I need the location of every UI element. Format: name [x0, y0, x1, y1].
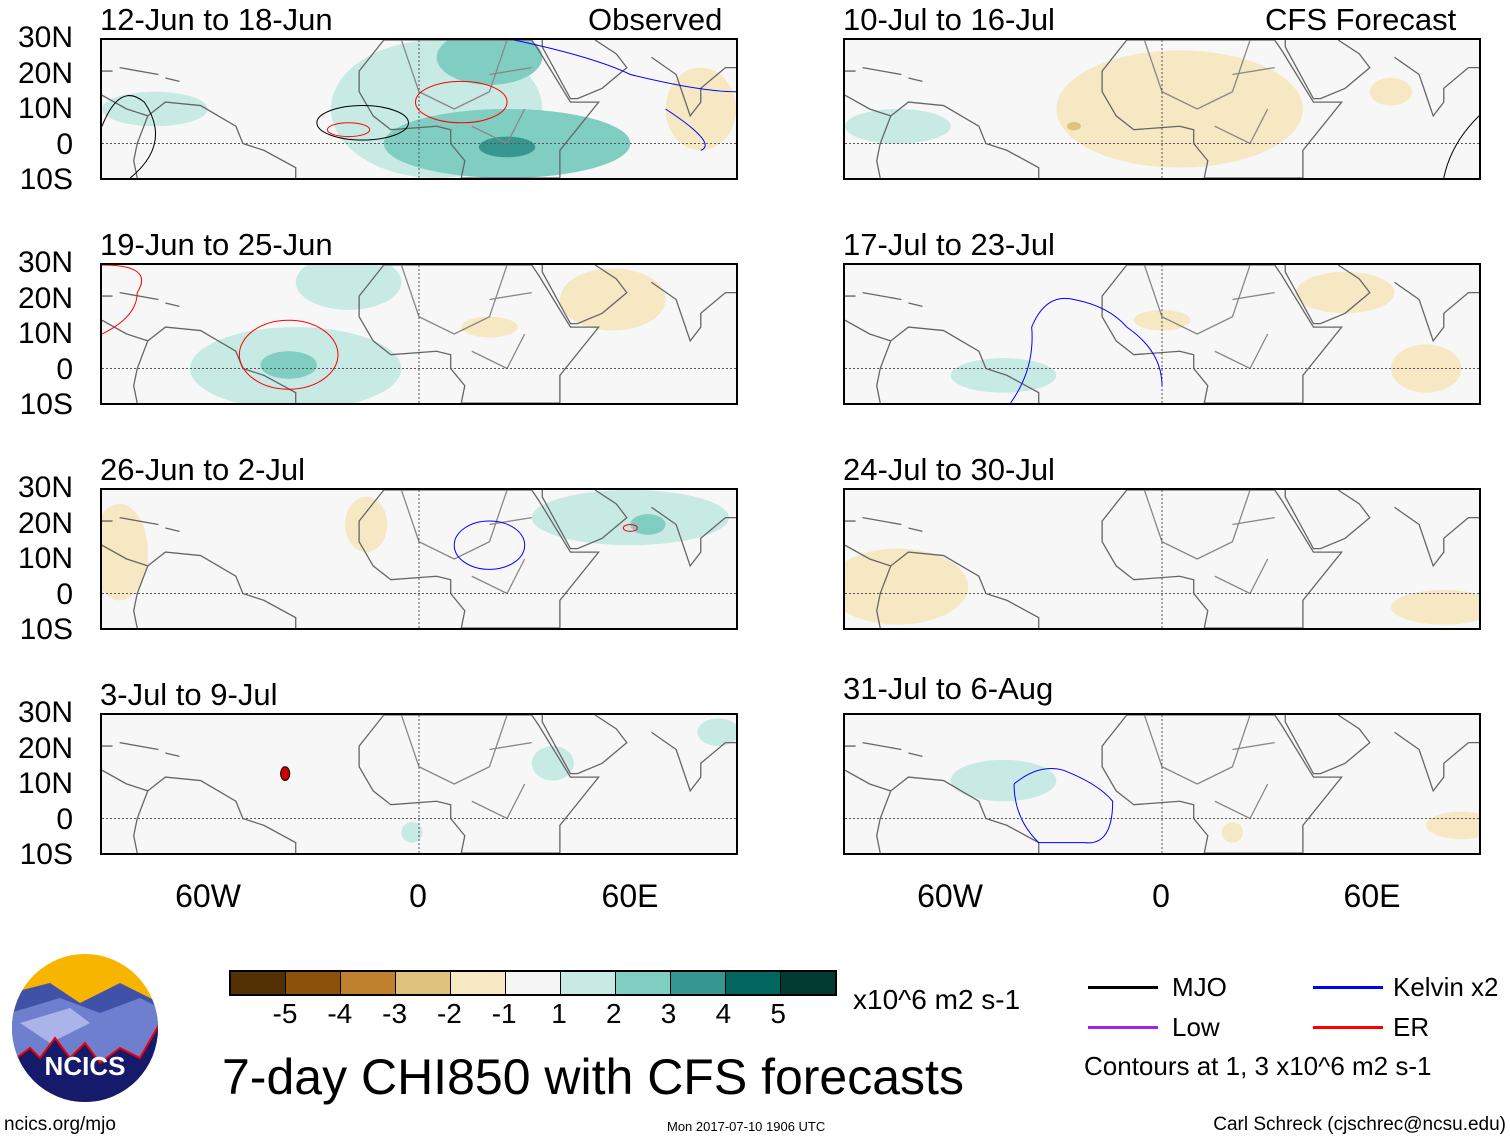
lat-tick: 10N: [17, 317, 73, 350]
colorbar-tick: 5: [770, 998, 786, 1029]
panel-title: 17-Jul to 23-Jul: [843, 227, 1055, 262]
panel-title: 26-Jun to 2-Jul: [100, 452, 306, 487]
colorbar-tick: -1: [491, 998, 517, 1029]
colorbar-tick: -4: [327, 998, 353, 1029]
lat-tick: 20N: [17, 731, 73, 765]
footer-url[interactable]: ncics.org/mjo: [4, 1114, 116, 1135]
colorbar-tick: 3: [660, 998, 677, 1029]
lon-tick: 0: [1152, 878, 1170, 914]
mjo-legend-line: [1088, 986, 1158, 989]
colorbar-units: x10^6 m2 s-1: [853, 984, 1021, 1015]
legend-kelvin: Kelvin x2: [1393, 972, 1499, 1002]
colorbar-swatch: [231, 972, 286, 994]
lat-tick: 10S: [19, 838, 73, 871]
lat-tick: 30N: [17, 246, 73, 279]
lat-tick: 30N: [17, 21, 73, 54]
panel-title: 10-Jul to 16-Jul: [843, 2, 1055, 37]
colorbar-swatch: [781, 972, 835, 994]
colorbar-tick: 4: [715, 998, 732, 1029]
colorbar: [229, 970, 837, 996]
lat-tick: 10N: [17, 767, 73, 800]
lat-tick: 10S: [19, 613, 73, 646]
panel-title: 19-Jun to 25-Jun: [100, 227, 333, 262]
ncics-logo: NCICS: [10, 953, 160, 1103]
panel-title: 24-Jul to 30-Jul: [843, 452, 1055, 487]
panel-title: 12-Jun to 18-Jun: [100, 2, 333, 37]
colorbar-swatch: [286, 972, 341, 994]
lon-tick: 60E: [1343, 878, 1401, 914]
forecast-label: CFS Forecast: [1265, 2, 1457, 37]
contour-note: Contours at 1, 3 x10^6 m2 s-1: [1084, 1051, 1432, 1081]
map-panel-fcst-1: [843, 38, 1481, 180]
map-panel-fcst-4: [843, 713, 1481, 855]
lat-tick: 0: [56, 577, 73, 611]
colorbar-swatch: [671, 972, 726, 994]
colorbar-swatch: [506, 972, 561, 994]
panel-title: 3-Jul to 9-Jul: [100, 677, 278, 712]
colorbar-tick: 2: [606, 998, 622, 1029]
legend-mjo: MJO: [1172, 972, 1227, 1002]
map-panel-obs-2: [100, 263, 738, 405]
lat-tick: 30N: [17, 471, 73, 504]
observed-label: Observed: [588, 2, 723, 37]
lon-tick: 60W: [917, 878, 983, 914]
lon-tick: 60E: [601, 878, 659, 914]
colorbar-tick: 1: [551, 998, 567, 1029]
er-legend-line: [1313, 1026, 1383, 1029]
colorbar-swatch: [616, 972, 671, 994]
kelvin-legend-line: [1313, 986, 1383, 989]
figure-title: 7-day CHI850 with CFS forecasts: [222, 1049, 964, 1105]
lat-tick: 0: [56, 127, 73, 161]
colorbar-swatch: [726, 972, 781, 994]
lat-tick: 10N: [17, 542, 73, 575]
lat-tick: 10S: [19, 388, 73, 421]
lat-tick: 20N: [17, 281, 73, 315]
colorbar-tick: -2: [436, 998, 462, 1029]
legend-er: ER: [1393, 1012, 1430, 1042]
lat-tick: 20N: [17, 506, 73, 540]
lat-tick: 0: [56, 802, 73, 836]
lat-tick: 10S: [19, 163, 73, 196]
map-panel-obs-3: [100, 488, 738, 630]
panel-title: 31-Jul to 6-Aug: [843, 671, 1054, 706]
map-panel-fcst-3: [843, 488, 1481, 630]
colorbar-tick: -3: [382, 998, 408, 1029]
lat-tick: 10N: [17, 92, 73, 125]
map-panel-fcst-2: [843, 263, 1481, 405]
lat-tick: 0: [56, 352, 73, 386]
low-legend-line: [1088, 1026, 1158, 1029]
map-panel-obs-4: [100, 713, 738, 855]
colorbar-swatch: [561, 972, 616, 994]
colorbar-swatch: [451, 972, 506, 994]
colorbar-tick: -5: [272, 998, 298, 1029]
legend-low: Low: [1172, 1012, 1220, 1042]
lat-tick: 30N: [17, 696, 73, 729]
footer-timestamp: Mon 2017-07-10 1906 UTC: [667, 1119, 826, 1134]
footer-author: Carl Schreck (cjschrec@ncsu.edu): [1213, 1114, 1506, 1135]
colorbar-swatch: [396, 972, 451, 994]
lat-tick: 20N: [17, 56, 73, 90]
map-panel-obs-1: [100, 38, 738, 180]
logo-text: NCICS: [45, 1051, 126, 1081]
colorbar-swatch: [341, 972, 396, 994]
lon-tick: 0: [409, 878, 427, 914]
lon-tick: 60W: [175, 878, 241, 914]
